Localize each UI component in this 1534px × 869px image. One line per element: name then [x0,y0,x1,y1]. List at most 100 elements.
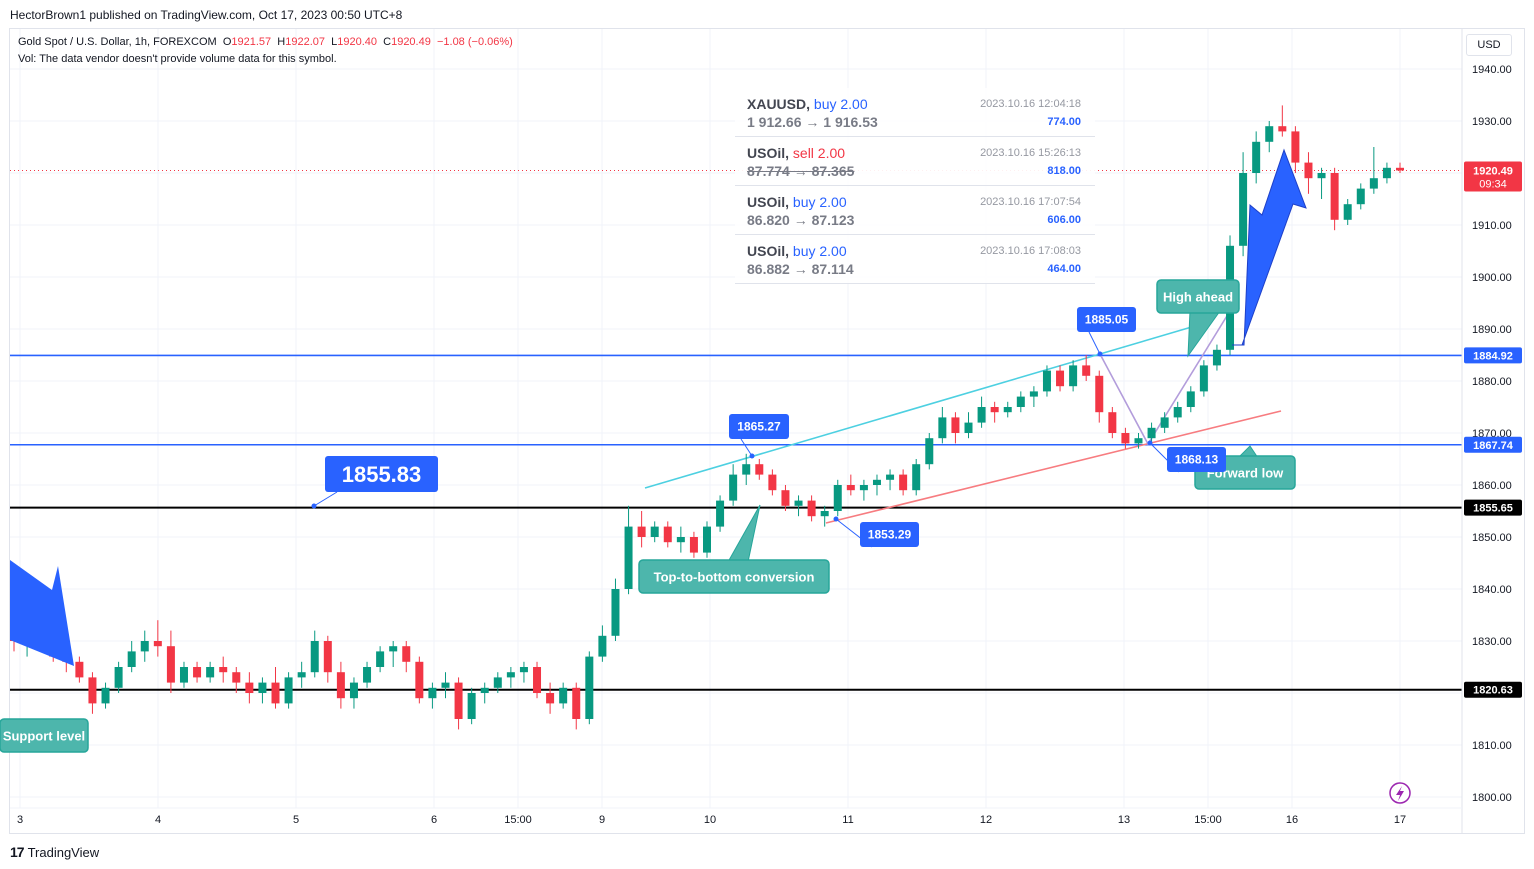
candle-body [1173,407,1182,418]
down-arrow-icon [10,560,74,666]
candle-body [245,682,254,693]
time-tick-label: 11 [842,814,853,826]
trade-side: buy 2.00 [792,243,847,259]
volume-note: Vol: The data vendor doesn't provide vol… [18,53,337,65]
note-1853[interactable]: 1853.29 [833,516,920,548]
callout-support-level[interactable]: Support level [0,718,89,753]
candle-body [794,500,803,506]
trade-symbol: USOil, sell 2.00 [747,145,845,161]
note-1855-label: 1855.83 [342,462,422,487]
candle-body [376,651,385,667]
trade-symbol: USOil, buy 2.00 [747,194,847,210]
upper-channel-line [644,325,1196,489]
candle [1212,344,1221,371]
time-tick-label: 5 [293,814,299,826]
candle-body [546,693,555,704]
candle [1199,360,1208,397]
candle [833,479,842,517]
candle-body [663,526,672,543]
last-price-label: 1920.49 [1473,165,1513,177]
candle-body [990,407,999,413]
candle-body [480,687,489,693]
candle-body [912,464,921,491]
note-1855[interactable]: 1855.83 [311,456,439,509]
candle [88,672,97,714]
candle-body [1082,365,1091,376]
candle [1304,152,1313,194]
drawings [644,297,1282,524]
candle [572,682,581,730]
note-1885-label: 1885.05 [1085,313,1129,327]
callout-top-to-bottom-label: Top-to-bottom conversion [654,570,815,585]
candle-body [833,485,842,511]
note-1868[interactable]: 1868.13 [1147,440,1227,473]
note-1855-leader [313,491,338,507]
currency-button[interactable]: USD [1466,34,1512,56]
time-tick-label: 17 [1394,814,1406,826]
candle [899,469,908,496]
candle [1343,199,1352,225]
candle [650,521,659,543]
candle-body [389,646,398,652]
candle [415,656,424,704]
note-1865-box [729,414,789,439]
candle [846,474,855,496]
callout-high-ahead[interactable]: High ahead [1156,279,1240,358]
candle [533,661,542,699]
candle [297,661,306,688]
candle-body [506,672,515,678]
trade-pnl: 774.00 [1047,116,1081,128]
callout-top-to-bottom[interactable]: Top-to-bottom conversion [638,504,830,594]
candle-body [415,661,424,699]
note-1853-label: 1853.29 [868,528,912,542]
trade-pnl: 464.00 [1047,263,1081,275]
candle [703,521,711,558]
candle-body [977,407,986,423]
candle [1160,412,1169,433]
candle-body [258,682,267,693]
trade-row: USOil, buy 2.00 86.882 → 87.114 2023.10.16… [735,235,1095,284]
candle [153,620,162,657]
note-1885-leader [1088,331,1101,355]
lightning-icon[interactable] [1389,782,1411,804]
candle [585,651,594,725]
chart-frame[interactable] [9,28,1525,834]
callout-support-level-label: Support level [3,729,85,744]
note-1855-box [325,456,438,492]
candle-body [755,464,764,475]
note-1865[interactable]: 1865.27 [729,414,789,459]
trade-prices: 86.882 → 87.114 [747,261,854,277]
candle [127,641,136,673]
candle [624,505,633,595]
tradingview-logo[interactable]: 17 TradingView [10,844,99,860]
time-axis[interactable]: 3 4 5 6 15:00 9 10 11 12 13 15:00 16 17 [10,807,1462,826]
candle [912,459,921,496]
candle-body [206,667,215,678]
price-tick-label: 1890.00 [1472,324,1512,336]
candle [1056,365,1065,392]
candle [689,531,698,558]
trade-symbol-name: USOil, [747,243,793,259]
candle-body [1239,173,1248,246]
candle-body [193,667,202,678]
time-tick-label: 4 [155,814,161,826]
price-axis[interactable]: 1800.001810.001820.001830.001840.001850.… [1461,29,1524,833]
note-1885[interactable]: 1885.05 [1077,307,1136,357]
candle [676,526,685,553]
candle [1291,126,1300,173]
candle [376,646,385,673]
candle-body [179,667,188,683]
price-tick-label: 1930.00 [1472,116,1512,128]
candle-body [1069,365,1078,387]
candle [1069,360,1078,392]
trade-time: 2023.10.16 12:04:18 [980,98,1081,110]
callout-top-to-bottom-box [638,559,830,594]
candle [166,630,175,693]
note-1885-anchor [1097,351,1103,357]
time-tick-label: 6 [431,814,437,826]
candle [258,677,267,704]
price-tick-label: 1810.00 [1472,740,1512,752]
candle-body [1134,438,1143,444]
bar-countdown: 09:34 [1479,178,1507,190]
